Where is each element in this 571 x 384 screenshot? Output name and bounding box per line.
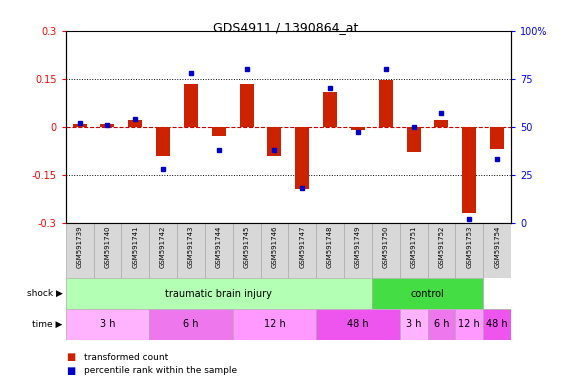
Bar (156, 127, 170, 156)
Text: GSM591750: GSM591750 (383, 225, 389, 268)
Bar (184, 84, 198, 127)
Text: GSM591741: GSM591741 (132, 225, 138, 268)
Bar (233, 309, 316, 340)
Text: 6 h: 6 h (434, 319, 449, 329)
Text: 12 h: 12 h (459, 319, 480, 329)
Text: GSM591748: GSM591748 (327, 225, 333, 268)
Bar (205, 223, 233, 278)
Bar (483, 223, 511, 278)
Bar (463, 127, 476, 213)
Text: 48 h: 48 h (486, 319, 508, 329)
Bar (177, 223, 205, 278)
Bar (73, 124, 87, 127)
Text: control: control (411, 289, 444, 299)
Bar (435, 120, 448, 127)
Bar (344, 223, 372, 278)
Text: ■: ■ (66, 352, 75, 362)
Text: percentile rank within the sample: percentile rank within the sample (84, 366, 237, 375)
Bar (456, 223, 483, 278)
Bar (233, 223, 260, 278)
Bar (260, 223, 288, 278)
Bar (66, 278, 372, 309)
Bar (351, 127, 365, 130)
Text: traumatic brain injury: traumatic brain injury (166, 289, 272, 299)
Text: GSM591743: GSM591743 (188, 225, 194, 268)
Bar (94, 223, 122, 278)
Bar (295, 127, 309, 189)
Bar (372, 278, 483, 309)
Bar (100, 124, 114, 127)
Text: 12 h: 12 h (264, 319, 286, 329)
Text: GSM591739: GSM591739 (77, 225, 83, 268)
Bar (456, 309, 483, 340)
Bar (149, 309, 233, 340)
Text: GSM591752: GSM591752 (439, 225, 444, 268)
Bar (372, 223, 400, 278)
Text: GSM591747: GSM591747 (299, 225, 305, 268)
Bar (428, 223, 456, 278)
Text: GSM591754: GSM591754 (494, 225, 500, 268)
Bar (240, 84, 254, 127)
Text: GSM591742: GSM591742 (160, 225, 166, 268)
Bar (128, 120, 142, 127)
Text: time ▶: time ▶ (33, 320, 63, 329)
Bar (267, 127, 282, 156)
Bar (66, 309, 149, 340)
Bar (316, 223, 344, 278)
Bar (122, 223, 149, 278)
Text: GDS4911 / 1390864_at: GDS4911 / 1390864_at (213, 21, 358, 34)
Text: 6 h: 6 h (183, 319, 199, 329)
Text: 48 h: 48 h (347, 319, 369, 329)
Bar (288, 223, 316, 278)
Text: 3 h: 3 h (100, 319, 115, 329)
Bar (66, 223, 94, 278)
Bar (483, 309, 511, 340)
Text: ■: ■ (66, 366, 75, 376)
Bar (400, 309, 428, 340)
Text: GSM591749: GSM591749 (355, 225, 361, 268)
Bar (379, 80, 393, 127)
Bar (323, 91, 337, 127)
Bar (407, 127, 421, 152)
Text: 3 h: 3 h (406, 319, 421, 329)
Text: GSM591745: GSM591745 (244, 225, 250, 268)
Bar (212, 127, 226, 136)
Bar (149, 223, 177, 278)
Bar (316, 309, 400, 340)
Text: GSM591740: GSM591740 (104, 225, 110, 268)
Text: shock ▶: shock ▶ (27, 289, 63, 298)
Text: GSM591746: GSM591746 (271, 225, 278, 268)
Bar (490, 127, 504, 149)
Bar (400, 223, 428, 278)
Bar (428, 309, 456, 340)
Text: GSM591753: GSM591753 (467, 225, 472, 268)
Text: GSM591751: GSM591751 (411, 225, 417, 268)
Text: GSM591744: GSM591744 (216, 225, 222, 268)
Text: transformed count: transformed count (84, 353, 168, 362)
